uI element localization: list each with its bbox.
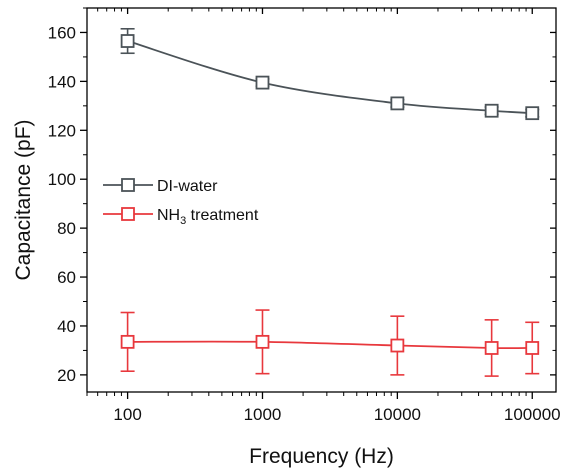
y-tick-label: 120 <box>48 121 76 140</box>
legend-label: NH3 treatment <box>157 207 259 227</box>
data-point-marker <box>390 96 405 111</box>
y-tick-label: 100 <box>48 170 76 189</box>
data-point-marker <box>390 338 405 353</box>
y-tick-label: 140 <box>48 72 76 91</box>
data-point-marker <box>120 334 135 349</box>
series-layer <box>120 27 540 377</box>
legend-label-part: NH <box>157 207 180 224</box>
legend-item-1: NH3 treatment <box>103 207 259 227</box>
series-line <box>127 340 533 350</box>
x-tick-label: 100000 <box>504 405 561 424</box>
legend-marker <box>121 178 135 192</box>
data-point-marker <box>255 334 270 349</box>
series-0 <box>120 27 540 121</box>
y-tick-label: 160 <box>48 23 76 42</box>
legend: DI-water NH3 treatment <box>103 178 259 227</box>
legend-item-0: DI-water <box>103 178 218 195</box>
axes: 100 1000 10000 100000 20 40 60 80 100 120 140 160 <box>48 7 561 424</box>
legend-label: DI-water <box>157 178 218 195</box>
data-point-marker <box>484 103 499 118</box>
x-axis-title: Frequency (Hz) <box>249 445 394 468</box>
plot-frame <box>86 7 557 393</box>
series-line <box>127 40 533 115</box>
y-axis-title: Capacitance (pF) <box>12 119 35 280</box>
legend-label-part: treatment <box>186 207 259 224</box>
x-tick-label: 10000 <box>374 405 421 424</box>
legend-marker <box>121 207 135 221</box>
data-point-marker <box>484 341 499 355</box>
x-tick-label: 100 <box>113 405 141 424</box>
legend-label-part: 3 <box>180 215 186 227</box>
legend-label-part: DI-water <box>157 178 218 195</box>
data-point-marker <box>255 75 270 90</box>
y-tick-label: 40 <box>57 317 76 336</box>
y-tick-label: 20 <box>57 366 76 385</box>
data-point-marker <box>525 341 540 355</box>
y-tick-label: 60 <box>57 268 76 287</box>
y-tick-label: 80 <box>57 219 76 238</box>
data-point-marker <box>525 106 540 121</box>
x-tick-label: 1000 <box>244 405 282 424</box>
data-point-marker <box>120 34 135 48</box>
series-1 <box>120 309 540 377</box>
